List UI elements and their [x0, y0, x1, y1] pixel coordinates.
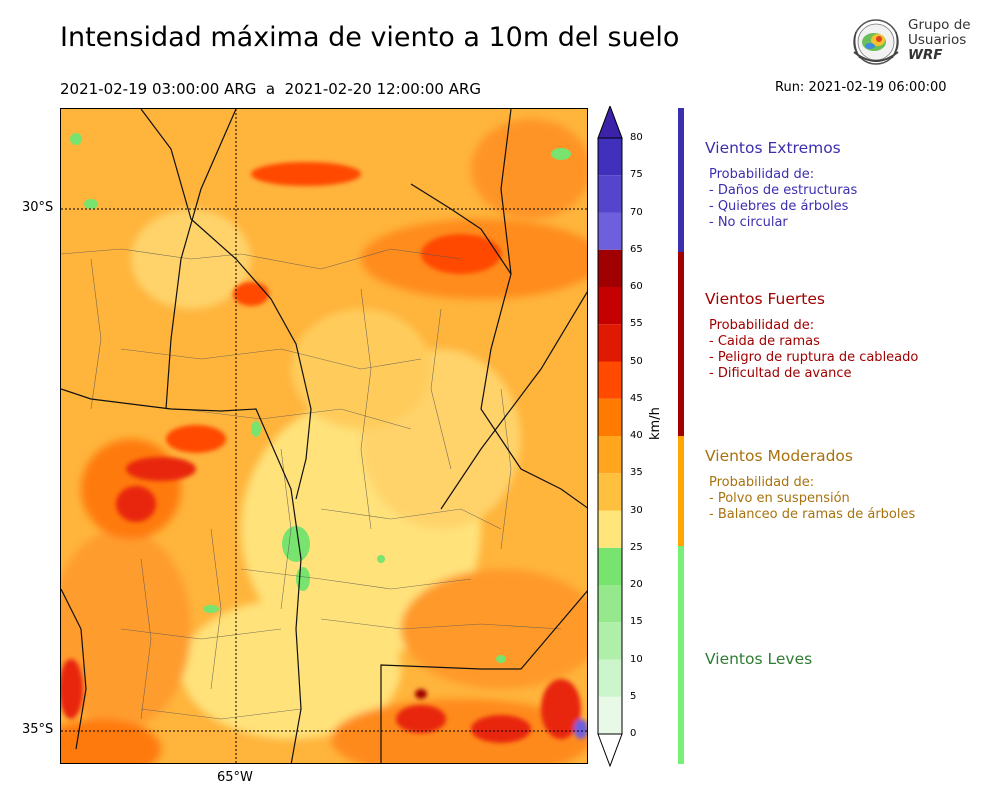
lon-label-65w: 65°W: [217, 770, 253, 785]
category-moderados: Vientos Moderados Probabilidad de: - Pol…: [705, 447, 915, 523]
colorbar-tick-label: 45: [630, 392, 643, 404]
colorbar-swatch: [598, 622, 622, 660]
category-bar-leves: [678, 546, 684, 764]
colorbar-swatch: [598, 585, 622, 623]
colorbar-swatch: [598, 212, 622, 250]
country-borders: [61, 109, 587, 763]
colorbar-swatch: [598, 473, 622, 511]
wind-field-map: [61, 109, 587, 763]
colorbar-swatch: [598, 398, 622, 436]
lat-label-35s: 35°S: [22, 722, 54, 737]
colorbar-swatch: [598, 138, 622, 176]
wind-map: [60, 108, 588, 764]
colorbar-tick-label: 80: [630, 132, 643, 143]
colorbar-swatch: [598, 510, 622, 548]
category-bar-extremos: [678, 108, 684, 252]
category-title: Vientos Fuertes: [705, 290, 825, 308]
colorbar-tick-label: 5: [630, 690, 637, 702]
forecast-period: 2021-02-19 03:00:00 ARG a 2021-02-20 12:…: [60, 80, 482, 98]
colorbar-tick-label: 55: [630, 318, 643, 330]
category-bar-moderados: [678, 436, 684, 546]
province-borders: [61, 248, 562, 720]
colorbar-tick-label: 0: [630, 728, 637, 739]
colorbar-swatch: [598, 436, 622, 474]
colorbar-tick-label: 15: [630, 616, 643, 628]
category-fuertes: Vientos Fuertes Probabilidad de: - Caida…: [705, 290, 918, 382]
category-title: Vientos Moderados: [705, 447, 853, 465]
colorbar-top-arrow: [597, 106, 623, 139]
colorbar-tick-label: 30: [630, 504, 643, 516]
category-title: Vientos Leves: [705, 650, 813, 668]
calm-wind-patches: [70, 133, 571, 663]
colorbar-swatch: [598, 324, 622, 362]
colorbar-unit: km/h: [648, 407, 663, 440]
colorbar-swatch: [598, 659, 622, 697]
logo-text: Grupo de Usuarios WRF: [908, 17, 971, 63]
colorbar-tick-label: 70: [630, 206, 643, 218]
category-desc: Probabilidad de: - Polvo en suspensión -…: [709, 475, 916, 522]
colorbar-swatch: [598, 547, 622, 585]
map-title: Intensidad máxima de viento a 10m del su…: [60, 22, 680, 53]
colorbar-tick-label: 20: [630, 579, 643, 590]
colorbar-swatch: [598, 361, 622, 399]
colorbar-tick-label: 60: [630, 281, 643, 292]
colorbar-swatch: [598, 175, 622, 213]
colorbar-tick-label: 40: [630, 430, 643, 441]
grupo-usuarios-wrf-logo: Grupo de Usuarios WRF: [848, 16, 978, 74]
lat-label-30s: 30°S: [22, 200, 54, 215]
category-title: Vientos Extremos: [705, 139, 841, 157]
category-bar-fuertes: [678, 252, 684, 436]
category-leves: Vientos Leves: [705, 650, 812, 668]
colorbar-bottom-arrow: [597, 733, 623, 768]
colorbar: [597, 106, 623, 768]
category-desc: Probabilidad de: - Caida de ramas - Peli…: [709, 318, 919, 381]
colorbar-tick-label: 25: [630, 541, 643, 553]
colorbar-swatch: [598, 249, 622, 287]
colorbar-tick-label: 75: [630, 169, 643, 181]
category-desc: Probabilidad de: - Daños de estructuras …: [709, 167, 858, 230]
colorbar-swatch: [598, 287, 622, 325]
colorbar-tick-label: 10: [630, 653, 643, 665]
graticule: [61, 109, 587, 763]
colorbar-tick-label: 50: [630, 355, 643, 367]
category-extremos: Vientos Extremos Probabilidad de: - Daño…: [705, 139, 857, 231]
colorbar-swatch: [598, 696, 622, 734]
colorbar-tick-label: 65: [630, 243, 643, 255]
globe-icon: [853, 19, 899, 65]
strong-wind-patches: [61, 162, 587, 743]
colorbar-tick-label: 35: [630, 467, 643, 479]
run-time: Run: 2021-02-19 06:00:00: [775, 80, 947, 95]
